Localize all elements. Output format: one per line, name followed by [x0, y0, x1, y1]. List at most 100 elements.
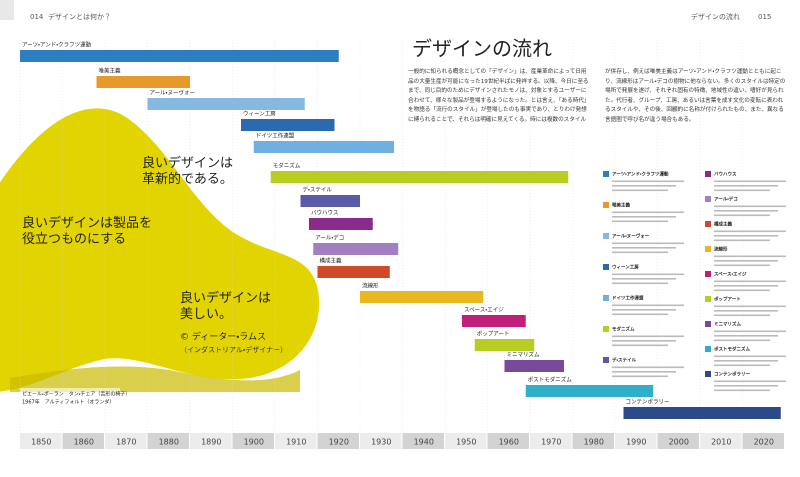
legend-text-line	[612, 366, 684, 369]
movement-bar	[313, 243, 399, 255]
legend-text-line	[612, 371, 676, 373]
caption: ピエール・ポーラン タン・チェア（舌形の椅子）	[22, 391, 130, 398]
attribution-role: （インダストリアル・デザイナー）	[180, 345, 287, 354]
axis-label: 2020	[754, 438, 774, 447]
axis-label: 1850	[31, 438, 51, 447]
legend-text-line	[714, 355, 786, 358]
axis-label: 1910	[286, 438, 306, 447]
legend-title: 流線形	[714, 246, 728, 253]
legend-text-line	[714, 380, 786, 383]
axis-label: 1970	[541, 438, 561, 447]
legend-title: アーツ・アンド・クラフツ運動	[612, 171, 669, 178]
legend-text-line	[612, 340, 676, 342]
legend-title: スペース・エイジ	[714, 272, 747, 278]
timeline: 1850 1860 1870 1880 1890 1900 1910 1920 1930 1940…	[19, 40, 784, 449]
legend-swatch	[603, 357, 609, 363]
legend-text-line	[612, 189, 668, 192]
movement-label: アーツ・アンド・クラフツ運動	[22, 41, 92, 49]
right-page-title: デザインの流れ	[691, 12, 740, 21]
legend-swatch	[705, 321, 711, 327]
axis-label: 2000	[669, 438, 689, 447]
axis-cell	[402, 433, 444, 449]
legend-swatch	[705, 271, 711, 277]
axis-cell	[572, 433, 614, 449]
legend-text-line	[612, 180, 684, 183]
legend-swatch	[603, 264, 609, 270]
legend-swatch	[705, 171, 711, 177]
axis-cell	[360, 433, 402, 449]
legend-swatch	[603, 202, 609, 208]
axis-cell	[742, 433, 784, 449]
axis-label: 1930	[371, 438, 391, 447]
movement-bar	[309, 218, 373, 230]
axis-cell	[317, 433, 359, 449]
legend-title: コンテンポラリー	[714, 371, 750, 378]
axis-cell	[20, 433, 62, 449]
legend-title: 唯美主義	[612, 202, 630, 209]
attribution-name: © ディーター・ラムス	[180, 331, 266, 343]
legend-swatch	[705, 196, 711, 202]
legend-swatch	[705, 346, 711, 352]
intro-text: 一般的に知られる概念としての「デザイン」は、産業革命によって日用品の大量生産が可…	[408, 69, 786, 123]
axis-cell	[700, 433, 742, 449]
movement-bar	[96, 76, 190, 88]
legend-text-line	[714, 214, 770, 217]
legend-text-line	[714, 389, 770, 392]
legend-text-line	[714, 280, 786, 283]
axis-label: 1890	[201, 438, 221, 447]
axis-label: 1940	[414, 438, 434, 447]
axis-cell	[62, 433, 104, 449]
legend-title: ドイツ工作連盟	[612, 295, 644, 302]
legend-title: ミニマリズム	[714, 321, 741, 328]
legend-text-line	[714, 185, 778, 187]
legend-text-line	[714, 289, 770, 292]
axis-cell	[232, 433, 274, 449]
legend-swatch	[705, 296, 711, 302]
quotes: 良いデザインは革新的である。良いデザインは製品を役立つものにする良いデザインは美…	[22, 155, 287, 406]
movement-label: スペース・エイジ	[464, 307, 504, 314]
movement-label: アール・デコ	[315, 234, 344, 242]
legend-title: 構成主義	[714, 221, 732, 228]
legend-text-line	[714, 335, 778, 337]
movement-bar	[253, 141, 394, 153]
legend-title: ウィーン工房	[612, 264, 639, 271]
legend-text-line	[612, 247, 676, 249]
movement-label: バウハウス	[311, 209, 339, 217]
movement-label: 構成主義	[320, 257, 343, 265]
movement-label: モダニズム	[273, 162, 301, 170]
axis-cell	[105, 433, 147, 449]
legend-swatch	[705, 246, 711, 252]
legend-title: バウハウス	[714, 171, 737, 178]
legend-text-line	[714, 239, 770, 242]
movement-bar	[241, 119, 335, 131]
legend-text-line	[714, 210, 778, 212]
chair-shadow	[10, 366, 300, 392]
legend-text-line	[714, 360, 778, 362]
legend-text-line	[714, 189, 770, 192]
legend-text-line	[612, 304, 684, 307]
axis-cell	[487, 433, 529, 449]
axis-label: 1900	[244, 438, 264, 447]
movement-label: ウィーン工房	[243, 110, 276, 118]
chair-image	[0, 108, 320, 392]
movement-bar	[462, 315, 526, 327]
legend-text-line	[714, 305, 786, 308]
movement-bar	[525, 385, 654, 397]
movement-bar	[147, 98, 305, 110]
right-page-number: 015	[758, 13, 771, 21]
movement-label: コンテンポラリー	[626, 399, 670, 406]
left-page-title: デザインとは何か？	[48, 12, 111, 21]
caption: 1967年 アルティフォルト（オランダ）	[22, 399, 114, 406]
legend-text-line	[612, 251, 668, 254]
legend-text-line	[714, 264, 770, 267]
title: デザインの流れ	[412, 37, 552, 61]
legend-title: モダニズム	[612, 326, 635, 333]
legend-text-line	[714, 180, 786, 183]
legend-text-line	[714, 339, 770, 342]
legend-swatch	[705, 371, 711, 377]
caption-bg	[20, 388, 120, 428]
legend-swatch	[603, 171, 609, 177]
quote: 良いデザインは美しい。	[180, 290, 271, 322]
legend-text-line	[612, 282, 668, 285]
